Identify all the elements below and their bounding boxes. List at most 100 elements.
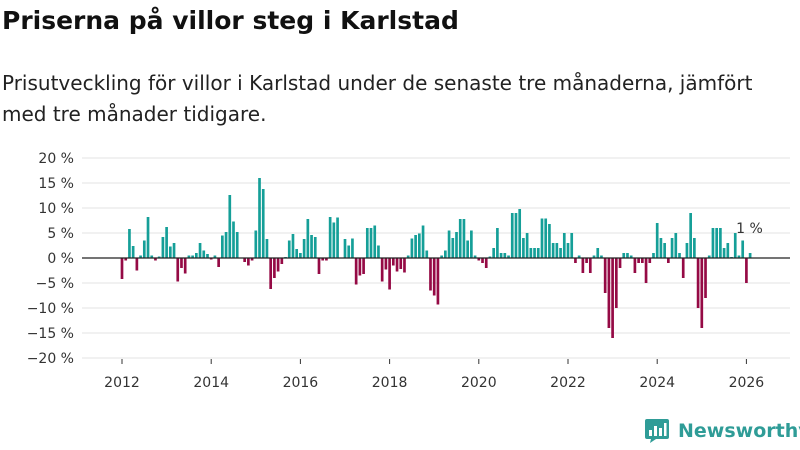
bar (206, 254, 209, 258)
bar (380, 258, 384, 282)
bar (399, 258, 403, 269)
bar (332, 222, 336, 258)
bar (295, 249, 299, 258)
bar (362, 258, 365, 274)
bar (722, 248, 726, 258)
bar (685, 243, 689, 258)
bar (704, 258, 707, 298)
bar (235, 232, 239, 258)
bar (410, 238, 414, 258)
x-tick-label: 2012 (104, 375, 140, 391)
bar (280, 258, 284, 264)
bar (247, 258, 250, 266)
bar (481, 258, 484, 263)
bar (198, 243, 202, 258)
bar (655, 223, 659, 258)
bar (462, 219, 466, 258)
bar (726, 243, 730, 258)
bar (700, 258, 704, 328)
bar (221, 235, 224, 258)
bar (592, 255, 596, 258)
bar (124, 258, 128, 261)
bar (354, 258, 358, 285)
bar (507, 255, 510, 258)
bar (321, 258, 325, 261)
bar (514, 213, 518, 258)
x-tick-label: 2014 (193, 375, 229, 391)
brand-logo[interactable]: Newsworthy (644, 418, 800, 444)
bar (444, 250, 447, 258)
bar (641, 258, 644, 263)
bar (711, 228, 715, 258)
bar (351, 238, 354, 258)
bar (168, 246, 172, 258)
bar (195, 253, 198, 258)
bar (652, 253, 655, 258)
bar (737, 255, 741, 258)
bar (570, 233, 574, 258)
bar (384, 258, 388, 270)
bar (425, 250, 429, 258)
bar (748, 253, 752, 258)
bar (217, 258, 220, 267)
bar (603, 258, 607, 293)
bar (588, 258, 592, 273)
bar (614, 258, 618, 308)
bar (365, 228, 369, 258)
bar (499, 253, 503, 258)
bar (455, 232, 458, 258)
bar (600, 255, 603, 258)
newsworthy-logo-icon (645, 419, 669, 443)
bar (131, 246, 135, 258)
bar (689, 213, 692, 258)
y-tick-label: 5 % (47, 226, 74, 242)
bar (273, 258, 276, 278)
x-tick-label: 2018 (372, 375, 408, 391)
bar (629, 255, 633, 258)
y-tick-label: 0 % (47, 251, 74, 267)
y-tick-label: 10 % (38, 201, 74, 217)
bar (533, 248, 536, 258)
bar (667, 258, 670, 263)
bar (172, 243, 176, 258)
x-tick-label: 2024 (639, 375, 675, 391)
y-tick-label: 15 % (38, 176, 74, 192)
bar (577, 255, 581, 258)
bar (551, 243, 555, 258)
bar (258, 178, 261, 258)
gridlines (82, 157, 790, 359)
bar (510, 213, 514, 258)
bar (540, 218, 544, 258)
bar (741, 240, 745, 258)
y-axis-ticks: 20 % 15 % 10 % 5 % 0 % −5 % −10 % −15 % −20 % (27, 151, 74, 367)
y-tick-label: −15 % (27, 326, 74, 342)
bar (191, 255, 194, 258)
bar (536, 248, 540, 258)
bar (165, 227, 168, 258)
bar (403, 258, 406, 273)
bar (633, 258, 637, 273)
bar (325, 258, 328, 261)
bar (373, 225, 377, 258)
bar (391, 258, 395, 266)
y-tick-label: −5 % (36, 276, 74, 292)
bar (745, 258, 748, 283)
bar (432, 258, 436, 296)
bar (310, 235, 313, 258)
bar (146, 217, 150, 258)
chart-title: Priserna på villor steg i Karlstad (2, 6, 459, 35)
bar (637, 258, 640, 263)
bar (719, 228, 722, 258)
bar (128, 229, 131, 258)
y-tick-label: 20 % (38, 151, 74, 167)
bar (276, 258, 280, 272)
bar (209, 258, 213, 260)
bar (183, 258, 187, 274)
bar (484, 258, 488, 268)
bar (224, 232, 228, 258)
bar (470, 230, 473, 258)
bar (150, 255, 154, 258)
bar (388, 258, 391, 290)
x-tick-label: 2022 (550, 375, 586, 391)
bar (544, 218, 548, 258)
